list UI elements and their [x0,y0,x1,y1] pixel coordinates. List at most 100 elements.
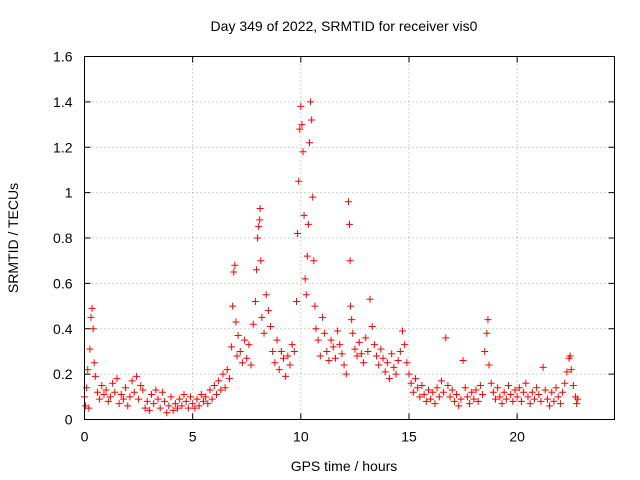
data-point [300,211,308,219]
data-point [574,395,582,403]
data-point [295,177,303,185]
data-point [509,397,517,405]
data-point [262,291,270,299]
data-point [106,393,114,401]
data-point [115,400,123,408]
data-point [533,384,541,392]
data-point [221,384,229,392]
data-point [208,395,216,403]
data-point [331,354,339,362]
x-tick-label: 0 [81,429,89,445]
data-point [455,402,463,410]
data-point [346,257,354,265]
data-point [401,341,409,349]
data-point [450,397,458,405]
data-point [93,388,101,396]
data-point [258,313,266,321]
data-point [470,395,478,403]
data-point [418,381,426,389]
data-point [260,329,268,337]
data-point [561,379,569,387]
data-point [563,368,571,376]
data-point [375,361,383,369]
data-point [305,139,313,147]
data-point [340,361,348,369]
y-tick-label: 1 [65,185,73,201]
data-point [297,102,305,110]
data-point [383,359,391,367]
data-point [370,341,378,349]
data-point [187,393,194,401]
data-point [342,370,350,378]
x-tick-label: 20 [509,429,525,445]
data-point [336,341,344,349]
data-point [446,393,454,401]
y-tick-label: 1.2 [53,139,73,155]
data-point [167,393,175,401]
data-point [104,397,112,405]
data-point [515,384,523,392]
plot-frame [84,56,615,420]
data-point [311,302,319,310]
data-point [309,193,317,201]
data-point [161,397,169,405]
data-point [484,316,492,324]
data-point [301,275,309,283]
data-point [304,220,312,228]
data-point [113,375,121,383]
data-point [416,393,424,401]
data-point [145,406,153,414]
data-point [349,329,357,337]
data-point [102,386,110,394]
data-point [444,381,452,389]
data-point [556,400,564,408]
data-point [148,391,156,399]
data-point [234,332,242,340]
data-point [463,393,471,401]
data-point [256,216,264,224]
data-point [89,325,97,333]
data-point [453,391,461,399]
data-point [437,377,445,385]
data-point [298,121,306,129]
data-point [88,304,96,312]
data-point [431,400,439,408]
data-point [124,402,132,410]
data-point [96,395,104,403]
data-point [338,350,346,358]
y-tick-label: 0.2 [53,366,73,382]
x-axis-label: GPS time / hours [291,458,398,474]
data-point [204,400,212,408]
data-point [548,388,556,396]
data-point [353,352,361,360]
data-point [448,386,456,394]
data-point [178,402,186,410]
data-point [267,322,275,330]
data-point [277,347,285,355]
data-point [199,397,207,405]
data-point [381,368,389,376]
data-point [90,359,98,367]
grid-lines [84,56,615,420]
data-point [539,363,547,371]
data-point [252,266,260,274]
data-point [288,341,296,349]
data-point [498,400,506,408]
data-point [457,395,465,403]
data-point [154,395,162,403]
data-point [550,397,558,405]
data-point [195,402,203,410]
data-point [180,391,188,399]
data-point [150,400,158,408]
data-point [466,400,474,408]
data-point [156,404,164,412]
data-point [420,391,428,399]
data-point [241,336,249,344]
data-point [388,350,396,358]
data-point [403,359,411,367]
y-tick-label: 1.4 [53,94,73,110]
data-point [517,397,525,405]
y-tick-label: 0 [65,412,73,428]
data-point [399,327,406,335]
data-point [308,116,316,124]
